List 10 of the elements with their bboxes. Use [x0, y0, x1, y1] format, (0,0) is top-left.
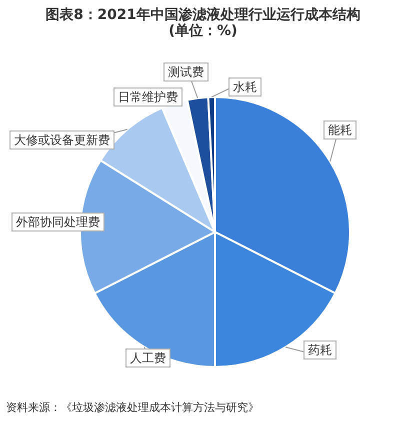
text: 资料来源：《垃圾渗滤液处理成本计算方法与研究》 — [6, 401, 259, 414]
slice-label: 日常维护费 — [118, 90, 178, 104]
slice-label: 药耗 — [308, 343, 332, 357]
slice-label: 水耗 — [233, 80, 257, 94]
slice-label: 外部协同处理费 — [16, 215, 100, 229]
slice-label: 人工费 — [130, 351, 166, 365]
slice-label: 能耗 — [328, 123, 352, 137]
slice-label: 大修或设备更新费 — [14, 133, 110, 147]
chart-title: 图表8：2021年中国渗滤液处理行业运行成本结构 (单位：%) — [46, 6, 360, 39]
slice-label: 测试费 — [168, 65, 204, 79]
